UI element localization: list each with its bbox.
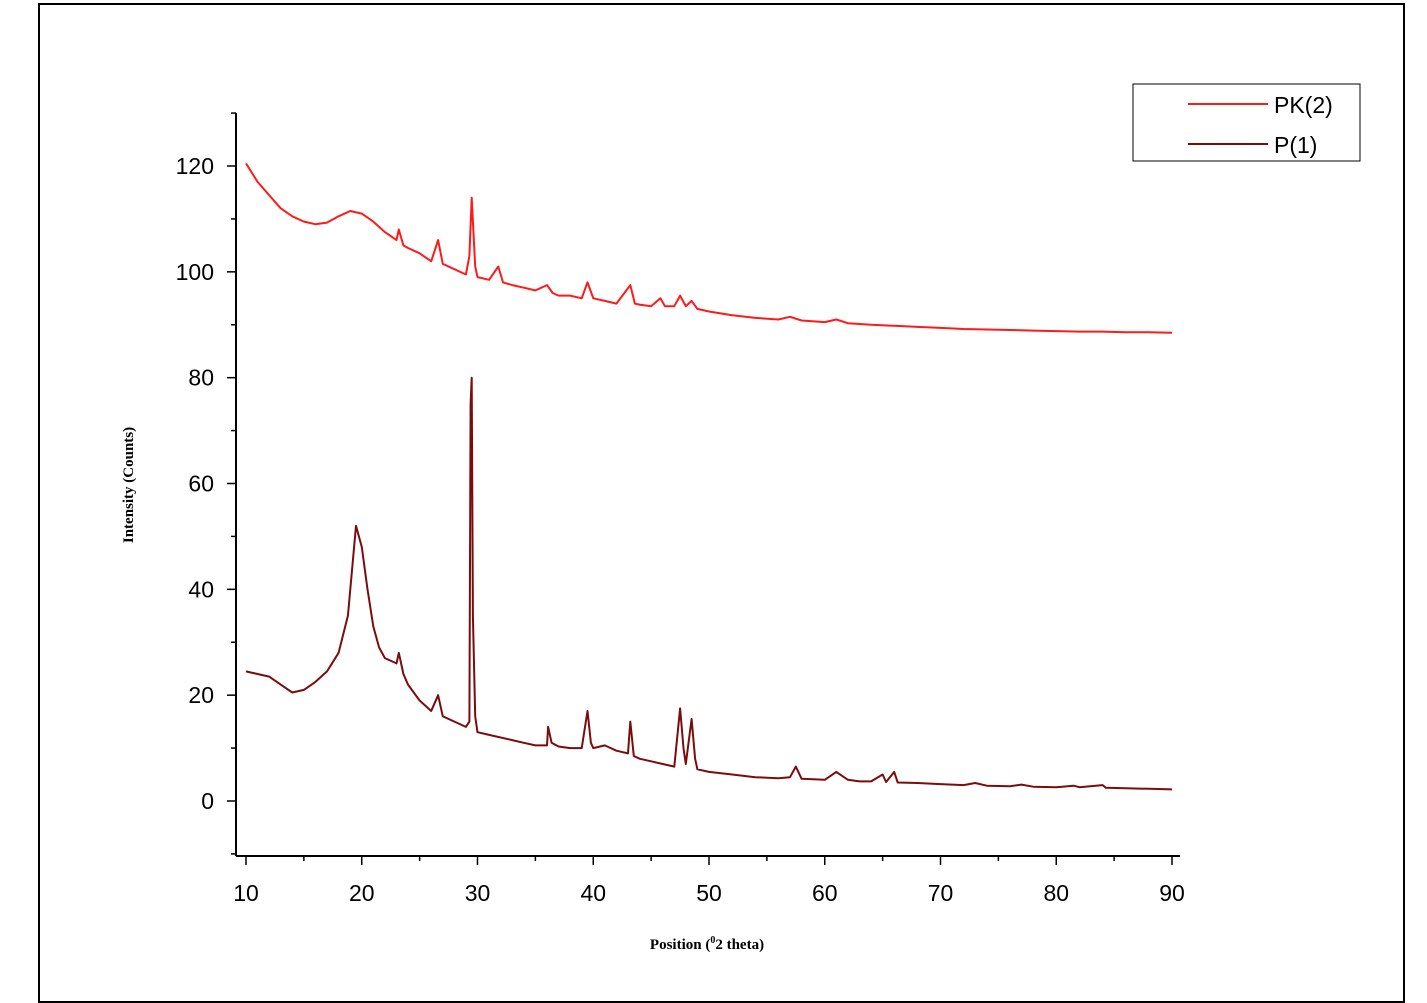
x-axis-title-sup: 0 <box>710 935 715 946</box>
legend: PK(2) P(1) <box>1132 83 1361 162</box>
series-group <box>245 162 1173 791</box>
y-tick-label: 40 <box>188 576 214 602</box>
x-tick-label: 40 <box>580 880 606 906</box>
legend-label-pk2: PK(2) <box>1274 92 1333 118</box>
tick-labels: 0 20 40 60 80 100 120 10 20 30 40 50 60 70 80 90 <box>176 153 1185 906</box>
x-tick-label: 80 <box>1043 880 1069 906</box>
axes <box>227 112 1180 865</box>
x-tick-label: 70 <box>928 880 954 906</box>
series-line-p1 <box>245 376 1173 791</box>
x-tick-label: 60 <box>812 880 838 906</box>
x-tick-label: 90 <box>1159 880 1185 906</box>
y-tick-label: 0 <box>201 788 214 814</box>
x-tick-label: 20 <box>349 880 375 906</box>
y-tick-label: 100 <box>176 259 214 285</box>
x-axis-title-main: Position ( <box>650 937 710 953</box>
y-tick-label: 60 <box>188 471 214 497</box>
legend-box <box>1132 83 1361 162</box>
y-tick-label: 120 <box>176 153 214 179</box>
series-line-pk2 <box>245 162 1173 334</box>
x-axis-title-rest: 2 theta) <box>715 937 764 953</box>
x-tick-label: 10 <box>233 880 259 906</box>
x-tick-label: 30 <box>465 880 491 906</box>
legend-label-p1: P(1) <box>1274 132 1317 158</box>
x-axis-title: Position (02 theta) <box>650 935 764 953</box>
y-axis-title: Intensity (Counts) <box>121 427 137 543</box>
x-tick-label: 50 <box>696 880 722 906</box>
y-tick-label: 80 <box>188 365 214 391</box>
y-tick-label: 20 <box>188 682 214 708</box>
